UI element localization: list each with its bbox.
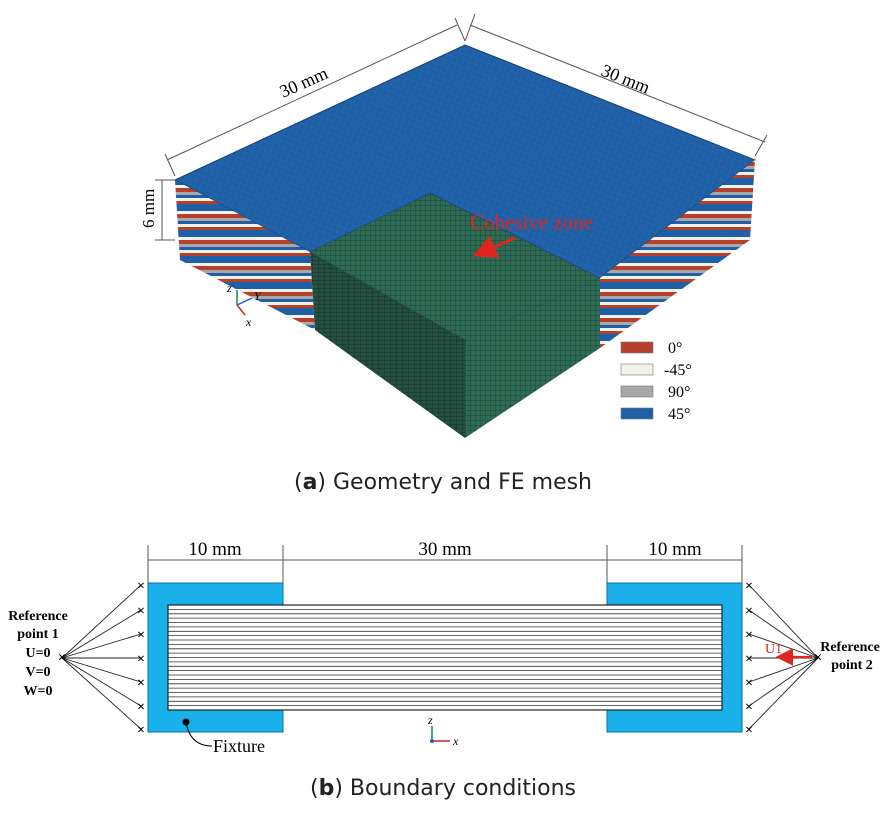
- ref2-line2: point 2: [831, 658, 873, 673]
- legend-swatch: [620, 363, 654, 376]
- constraint-mark-right: ×: [745, 604, 753, 619]
- tie-line-right: [748, 584, 819, 659]
- reference-point-1: Reference point 1 U=0 V=0 W=0: [8, 609, 68, 699]
- fixture-leader: [185, 721, 213, 747]
- tie-line-left: [61, 584, 142, 659]
- tie-line-right: [748, 657, 819, 730]
- tie-line-right: [748, 609, 819, 659]
- cohesive-arrow: [472, 235, 516, 258]
- right-side-face: [600, 160, 755, 348]
- load-label: U1: [765, 642, 782, 657]
- ref1-mark: ×: [58, 650, 67, 666]
- axis-b-x: x: [452, 734, 459, 748]
- cohesive-front-right: [465, 278, 600, 438]
- panel-a: 30 mm 30 mm 6 mm Cohesive zone z Y x 0° -…: [139, 13, 768, 438]
- tie-line-right: [748, 633, 819, 659]
- dimension-lines: [155, 13, 768, 241]
- tie-line-right: [748, 657, 819, 707]
- dim-mid-b: 30 mm: [418, 539, 472, 560]
- caption-a-text: Geometry and FE mesh: [326, 470, 593, 495]
- laminate-plies: [168, 609, 722, 706]
- bc-u: U=0: [25, 646, 50, 661]
- tie-line-left: [61, 657, 142, 707]
- constraint-mark-right: ×: [745, 723, 753, 738]
- panel-b: 10 mm 30 mm 10 mm × × × × × × × × × × × × × × Refere…: [8, 539, 880, 756]
- caption-a: (a) Geometry and FE mesh: [293, 470, 593, 495]
- caption-b-text: Boundary conditions: [342, 776, 577, 801]
- left-side-face: [175, 180, 315, 330]
- constraint-mark-right: ×: [745, 628, 753, 643]
- constraint-mark-right: ×: [745, 652, 753, 667]
- axis-a-z: z: [226, 281, 232, 295]
- legend-label: 90°: [668, 384, 690, 401]
- reference-point-2: Reference point 2: [820, 640, 880, 673]
- right-constraints: × × × × × × ×: [745, 579, 819, 738]
- dim-right-b: 10 mm: [648, 539, 702, 560]
- tie-line-left: [61, 657, 142, 683]
- ref1-line2: point 1: [17, 627, 59, 642]
- constraint-mark-left: ×: [137, 676, 145, 691]
- ref1-line1: Reference: [8, 609, 68, 624]
- axis-triad-b: z x: [427, 713, 459, 748]
- constraint-mark-left: ×: [137, 652, 145, 667]
- ref2-line1: Reference: [820, 640, 880, 655]
- dim-height: 6 mm: [139, 189, 158, 228]
- constraint-mark-left: ×: [137, 628, 145, 643]
- caption-a-letter: a: [302, 470, 318, 495]
- constraint-mark-right: ×: [745, 579, 753, 594]
- legend-swatch: [620, 407, 654, 420]
- caption-b-letter: b: [318, 776, 335, 801]
- axis-b-z: z: [427, 713, 433, 727]
- axis-a-y: Y: [254, 289, 262, 303]
- dim-right-top: 30 mm: [599, 60, 653, 97]
- tie-line-left: [61, 609, 142, 659]
- fixture-label: Fixture: [213, 736, 265, 756]
- constraint-mark-right: ×: [745, 700, 753, 715]
- legend: 0° -45° 90° 45°: [620, 340, 692, 423]
- axis-triad-a: z Y x: [226, 281, 262, 329]
- bc-v: V=0: [25, 665, 50, 680]
- legend-label: -45°: [664, 362, 692, 379]
- dim-left-b: 10 mm: [188, 539, 242, 560]
- constraint-mark-left: ×: [137, 700, 145, 715]
- tie-line-right: [748, 657, 819, 683]
- tie-line-left: [61, 657, 142, 730]
- ref2-mark: ×: [814, 650, 823, 666]
- caption-b: (b) Boundary conditions: [309, 776, 577, 801]
- dimension-lines-b: [147, 545, 743, 585]
- constraint-mark-left: ×: [137, 579, 145, 594]
- cohesive-front-left: [310, 252, 465, 438]
- tie-line-left: [61, 633, 142, 659]
- bc-w: W=0: [24, 684, 53, 699]
- left-constraints: × × × × × × ×: [61, 579, 145, 738]
- legend-label: 45°: [668, 406, 690, 423]
- axis-a-x: x: [245, 315, 252, 329]
- legend-label: 0°: [668, 340, 682, 357]
- constraint-mark-left: ×: [137, 723, 145, 738]
- legend-swatch: [620, 385, 654, 398]
- dim-left-top: 30 mm: [276, 63, 330, 102]
- constraint-mark-left: ×: [137, 604, 145, 619]
- legend-swatch: [620, 341, 654, 354]
- cohesive-zone-label: Cohesive zone: [470, 210, 593, 234]
- constraint-mark-right: ×: [745, 676, 753, 691]
